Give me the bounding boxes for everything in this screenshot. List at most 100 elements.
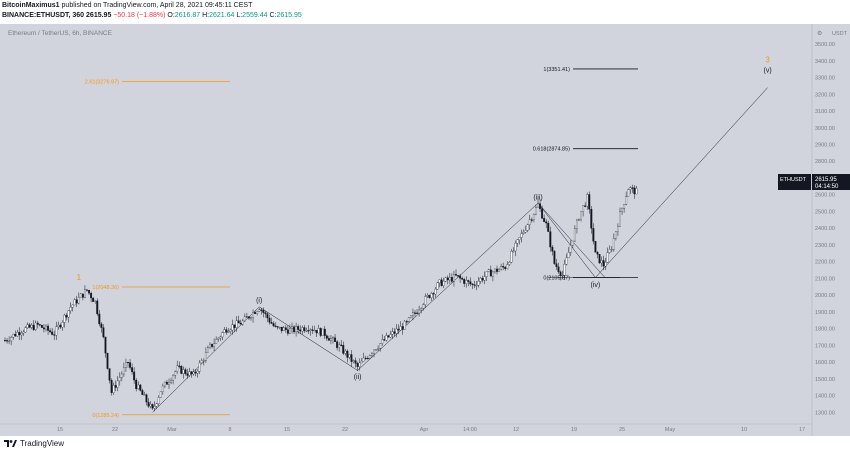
- candle-bearish: [543, 218, 546, 222]
- candle-bearish: [596, 252, 599, 255]
- tradingview-logo-icon: [4, 440, 17, 447]
- candle-bearish: [467, 280, 470, 282]
- candle-bearish: [323, 328, 326, 336]
- candle-bearish: [100, 323, 103, 328]
- candle-bearish: [551, 246, 554, 252]
- candle-bullish: [57, 324, 60, 327]
- axis-settings-icon[interactable]: ⚙: [817, 30, 822, 37]
- candle-bullish: [617, 226, 619, 232]
- candle-bearish: [547, 222, 550, 232]
- candle-bullish: [360, 360, 363, 364]
- candle-bullish: [600, 260, 603, 264]
- candle-bullish: [24, 327, 27, 333]
- candle-bullish: [20, 332, 23, 336]
- candle-bullish: [520, 233, 523, 238]
- candle-bullish: [125, 362, 127, 368]
- candle-bearish: [463, 279, 466, 284]
- candle-bullish: [508, 262, 511, 265]
- candle-bearish: [336, 341, 339, 348]
- candle-bearish: [14, 333, 17, 337]
- candle-bearish: [53, 334, 56, 336]
- candle-bullish: [514, 242, 517, 252]
- tradingview-footer[interactable]: TradingView: [4, 439, 64, 448]
- candle-bullish: [518, 237, 521, 240]
- candle-bullish: [407, 317, 410, 322]
- candle-bullish: [614, 231, 617, 239]
- candles-layer: [4, 184, 638, 412]
- candle-bullish: [368, 355, 371, 359]
- candle-bullish: [213, 343, 216, 347]
- candle-bullish: [399, 326, 402, 331]
- candle-bullish: [227, 331, 230, 333]
- candle-bullish: [444, 277, 447, 282]
- time-tick-label: 12: [513, 427, 519, 433]
- candle-bullish: [192, 371, 195, 375]
- candle-bullish: [176, 365, 179, 372]
- candle-bearish: [393, 331, 396, 334]
- price-tick-label: 1800.00: [815, 327, 835, 333]
- candle-bullish: [71, 304, 74, 308]
- price-axis[interactable]: 1300.00 1400.00 1500.00 1600.00 1700.00 1800.…: [815, 42, 835, 416]
- candle-bearish: [473, 284, 476, 286]
- candle-bearish: [631, 187, 634, 189]
- candle-bearish: [6, 340, 9, 342]
- candle-bullish: [512, 250, 515, 252]
- candle-bullish: [206, 347, 209, 353]
- candle-bullish: [153, 406, 156, 409]
- price-tick-label: 3400.00: [815, 59, 835, 65]
- candle-bullish: [422, 304, 425, 309]
- candle-bullish: [477, 281, 480, 286]
- candle-bearish: [549, 231, 552, 248]
- candle-bullish: [55, 326, 58, 336]
- candle-bullish: [424, 296, 427, 305]
- candle-bullish: [569, 245, 572, 253]
- candle-bearish: [325, 335, 328, 339]
- candle-bullish: [168, 382, 170, 385]
- candle-bullish: [563, 264, 566, 276]
- candle-bullish: [229, 329, 232, 332]
- candle-bearish: [416, 312, 419, 314]
- candle-bearish: [334, 337, 337, 342]
- candle-bullish: [532, 214, 535, 220]
- candle-bullish: [537, 203, 539, 208]
- price-tick-label: 1400.00: [815, 394, 835, 400]
- candle-bearish: [104, 336, 107, 354]
- time-tick-label: 14:00: [463, 427, 477, 433]
- price-tick-label: 3300.00: [815, 76, 835, 82]
- candle-bearish: [545, 221, 548, 224]
- candle-bullish: [619, 211, 621, 227]
- candle-bullish: [442, 280, 445, 286]
- time-axis[interactable]: 15 22 Mar 8 15 22 Apr 14:00 12 19 25 May 10 17: [0, 423, 812, 433]
- candle-bullish: [120, 373, 123, 378]
- candle-bearish: [139, 384, 142, 391]
- candle-bullish: [73, 299, 76, 306]
- candle-bullish: [8, 340, 11, 342]
- last-price-tag: ETHUSDT 2615.95 04:14:50: [778, 174, 850, 190]
- publish-line: BitcoinMaximus1 published on TradingView…: [2, 2, 252, 9]
- candle-bullish: [309, 329, 312, 331]
- candle-bearish: [315, 330, 318, 334]
- candle-bullish: [510, 251, 513, 263]
- candle-bullish: [291, 326, 293, 329]
- author-name[interactable]: BitcoinMaximus1: [2, 2, 60, 9]
- ohlc-c-value: 2615.95: [276, 12, 302, 19]
- candle-bearish: [274, 325, 277, 327]
- candle-bullish: [63, 314, 66, 323]
- candle-bullish: [487, 269, 490, 272]
- candle-bearish: [106, 352, 109, 369]
- candle-bullish: [491, 271, 494, 277]
- candle-bullish: [198, 362, 201, 372]
- candle-bearish: [457, 275, 460, 277]
- candle-bearish: [405, 321, 408, 323]
- price-chart[interactable]: 2.61(3276.97) 1(2048.36) 0(1285.24) 1(3351.…: [0, 24, 850, 436]
- candle-bearish: [65, 314, 68, 318]
- fib-level-label: 1(2048.36): [92, 285, 119, 291]
- wave-label: (iv): [591, 282, 601, 289]
- fib-level-label: 0(2105.87): [543, 275, 570, 281]
- candle-bullish: [506, 264, 509, 269]
- candle-bearish: [598, 254, 601, 264]
- candle-bullish: [409, 315, 412, 318]
- price-tick-label: 2600.00: [815, 193, 835, 199]
- candle-bearish: [266, 313, 269, 319]
- candle-bearish: [260, 309, 263, 311]
